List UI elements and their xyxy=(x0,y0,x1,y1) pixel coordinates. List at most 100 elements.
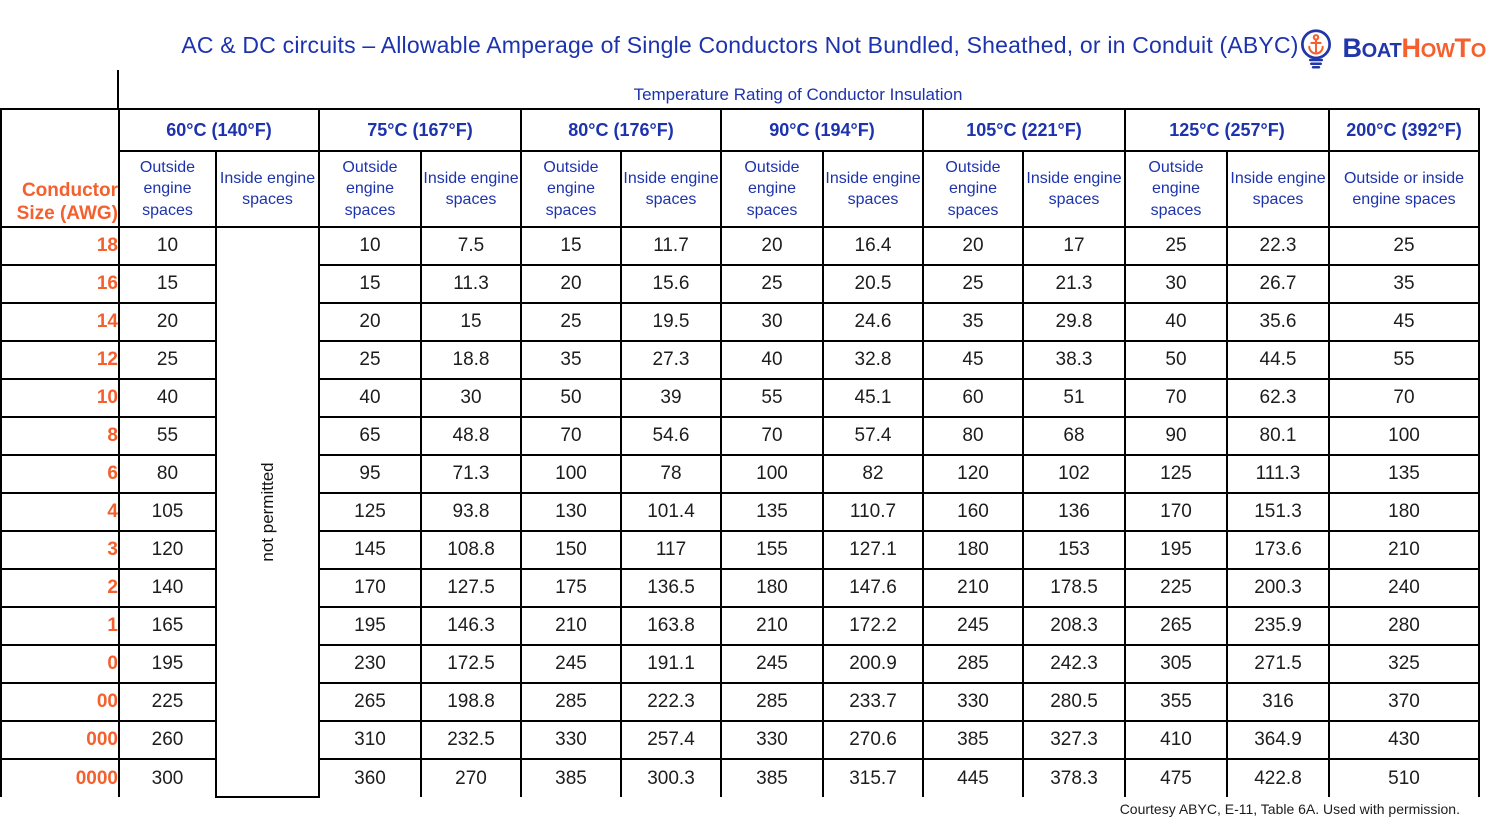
amperage-cell: 155 xyxy=(720,530,824,570)
awg-label: 14 xyxy=(0,302,120,342)
amperage-cell: 29.8 xyxy=(1022,302,1126,342)
amperage-table: Conductor Size (AWG) 60°C (140°F) 75°C (16… xyxy=(0,108,1480,798)
awg-label: 4 xyxy=(0,492,120,532)
amperage-cell: 51 xyxy=(1022,378,1126,418)
amperage-cell: 35 xyxy=(1328,264,1480,304)
amperage-cell: 111.3 xyxy=(1226,454,1330,494)
amperage-cell: 325 xyxy=(1328,644,1480,684)
amperage-cell: 11.3 xyxy=(420,264,522,304)
amperage-cell: 50 xyxy=(520,378,622,418)
amperage-cell: 136.5 xyxy=(620,568,722,608)
table-row: 3 120 145 108.8 150 117 155 127.1 180 153 195 173.6… xyxy=(0,530,1480,570)
amperage-cell: 305 xyxy=(1124,644,1228,684)
amperage-cell: 160 xyxy=(922,492,1024,532)
amperage-cell: 172.5 xyxy=(420,644,522,684)
not-permitted-label: not permitted xyxy=(257,462,277,562)
amperage-cell: 195 xyxy=(118,644,217,684)
awg-label: 2 xyxy=(0,568,120,608)
amperage-cell: 430 xyxy=(1328,720,1480,760)
amperage-cell: 105 xyxy=(118,492,217,532)
amperage-cell: 170 xyxy=(318,568,422,608)
table-row: 4 105 125 93.8 130 101.4 135 110.7 160 136 170 151.… xyxy=(0,492,1480,532)
sub-header: Inside engine spaces xyxy=(620,150,722,228)
amperage-cell: 195 xyxy=(318,606,422,646)
amperage-cell: 20 xyxy=(922,226,1024,266)
amperage-cell: 271.5 xyxy=(1226,644,1330,684)
amperage-cell: 233.7 xyxy=(822,682,924,722)
amperage-cell: 327.3 xyxy=(1022,720,1126,760)
amperage-cell: 200.3 xyxy=(1226,568,1330,608)
amperage-cell: 44.5 xyxy=(1226,340,1330,380)
awg-label: 18 xyxy=(0,226,120,266)
amperage-cell: 78 xyxy=(620,454,722,494)
amperage-cell: 200.9 xyxy=(822,644,924,684)
temp-header: 105°C (221°F) xyxy=(922,108,1126,152)
amperage-cell: 175 xyxy=(520,568,622,608)
amperage-cell: 39 xyxy=(620,378,722,418)
awg-label: 0000 xyxy=(0,758,120,797)
amperage-cell: 265 xyxy=(1124,606,1228,646)
amperage-cell: 40 xyxy=(118,378,217,418)
amperage-cell: 145 xyxy=(318,530,422,570)
amperage-cell: 25 xyxy=(1328,226,1480,266)
boathowto-logo: B OAT H OW T O xyxy=(1295,26,1486,70)
amperage-cell: 15 xyxy=(118,264,217,304)
amperage-cell: 210 xyxy=(720,606,824,646)
amperage-cell: 310 xyxy=(318,720,422,760)
amperage-cell: 70 xyxy=(720,416,824,456)
amperage-cell: 25 xyxy=(1124,226,1228,266)
table-row: 2 140 170 127.5 175 136.5 180 147.6 210 178.5 225 2… xyxy=(0,568,1480,608)
logo-letter: OW xyxy=(1420,39,1455,62)
awg-label: 16 xyxy=(0,264,120,304)
amperage-cell: 10 xyxy=(118,226,217,266)
amperage-cell: 55 xyxy=(118,416,217,456)
amperage-cell: 32.8 xyxy=(822,340,924,380)
amperage-cell: 50 xyxy=(1124,340,1228,380)
amperage-cell: 315.7 xyxy=(822,758,924,797)
amperage-cell: 40 xyxy=(720,340,824,380)
amperage-cell: 370 xyxy=(1328,682,1480,722)
table-row: 16 15 15 11.3 20 15.6 25 20.5 25 21.3 30 26.7 35 xyxy=(0,264,1480,304)
amperage-cell: 45 xyxy=(922,340,1024,380)
amperage-cell: 71.3 xyxy=(420,454,522,494)
amperage-cell: 422.8 xyxy=(1226,758,1330,797)
table-row: 00 225 265 198.8 285 222.3 285 233.7 330 280.5 355… xyxy=(0,682,1480,722)
amperage-cell: 245 xyxy=(720,644,824,684)
amperage-cell: 173.6 xyxy=(1226,530,1330,570)
amperage-cell: 38.3 xyxy=(1022,340,1126,380)
amperage-cell: 180 xyxy=(922,530,1024,570)
amperage-cell: 55 xyxy=(1328,340,1480,380)
logo-letter: B xyxy=(1342,32,1362,63)
amperage-cell: 35.6 xyxy=(1226,302,1330,342)
amperage-cell: 18.8 xyxy=(420,340,522,380)
amperage-cell: 120 xyxy=(922,454,1024,494)
awg-label: 6 xyxy=(0,454,120,494)
amperage-cell: 70 xyxy=(520,416,622,456)
amperage-cell: 10 xyxy=(318,226,422,266)
amperage-cell: 120 xyxy=(118,530,217,570)
amperage-cell: 260 xyxy=(118,720,217,760)
temp-header: 75°C (167°F) xyxy=(318,108,522,152)
amperage-cell: 25 xyxy=(118,340,217,380)
amperage-cell: 95 xyxy=(318,454,422,494)
sub-header: Outside engine spaces xyxy=(118,150,217,228)
page-title: AC & DC circuits – Allowable Amperage of… xyxy=(181,32,1299,58)
amperage-cell: 330 xyxy=(922,682,1024,722)
amperage-cell: 180 xyxy=(1328,492,1480,532)
amperage-cell: 20 xyxy=(520,264,622,304)
awg-label: 00 xyxy=(0,682,120,722)
sub-header: Inside engine spaces xyxy=(215,150,320,228)
amperage-cell: 25 xyxy=(520,302,622,342)
table-row: 0 195 230 172.5 245 191.1 245 200.9 285 242.3 305 2… xyxy=(0,644,1480,684)
awg-label: 0 xyxy=(0,644,120,684)
amperage-cell: 136 xyxy=(1022,492,1126,532)
table-row: 12 25 25 18.8 35 27.3 40 32.8 45 38.3 50 44.5 55 xyxy=(0,340,1480,380)
amperage-cell: 510 xyxy=(1328,758,1480,797)
awg-label: 10 xyxy=(0,378,120,418)
amperage-cell: 225 xyxy=(1124,568,1228,608)
amperage-cell: 45 xyxy=(1328,302,1480,342)
amperage-cell: 24.6 xyxy=(822,302,924,342)
amperage-cell: 364.9 xyxy=(1226,720,1330,760)
amperage-cell: 20 xyxy=(118,302,217,342)
amperage-cell: 48.8 xyxy=(420,416,522,456)
